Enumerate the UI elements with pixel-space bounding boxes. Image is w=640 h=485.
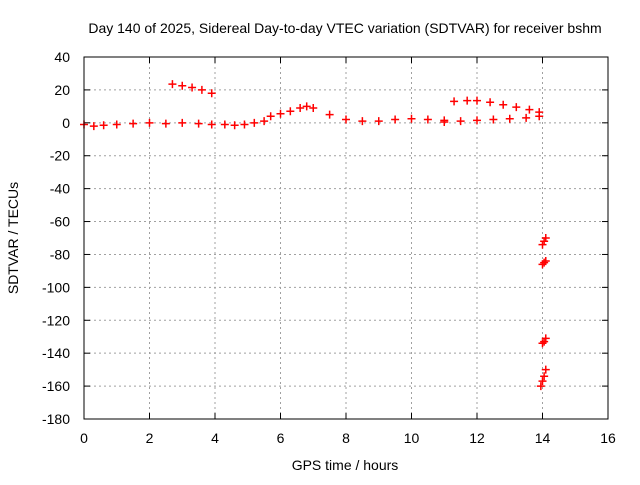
x-tick-label: 10 xyxy=(404,430,420,446)
y-tick-label: -20 xyxy=(50,148,70,164)
x-tick-label: 14 xyxy=(535,430,551,446)
data-point xyxy=(450,97,459,106)
data-point xyxy=(260,117,269,126)
data-point xyxy=(541,234,550,242)
series-arc-g xyxy=(450,96,544,117)
x-tick-label: 6 xyxy=(277,430,285,446)
data-point xyxy=(473,116,481,125)
data-point xyxy=(535,108,544,117)
data-point xyxy=(505,114,514,123)
series-arc-b xyxy=(168,80,216,98)
series-arc-d xyxy=(266,102,318,121)
data-point xyxy=(540,258,549,267)
x-tick-label: 0 xyxy=(80,430,88,446)
data-point xyxy=(250,118,259,127)
x-tick-label: 12 xyxy=(469,430,485,446)
data-point xyxy=(207,89,216,98)
data-point xyxy=(423,115,432,124)
data-point xyxy=(541,365,550,374)
data-point xyxy=(302,102,311,111)
data-point xyxy=(525,105,534,114)
data-point xyxy=(407,114,416,123)
x-tick-label: 4 xyxy=(211,430,219,446)
y-tick-label: -100 xyxy=(42,279,70,295)
data-point xyxy=(168,80,177,89)
data-point xyxy=(538,377,547,386)
data-point xyxy=(129,119,138,128)
data-point xyxy=(541,257,550,266)
data-point xyxy=(536,382,545,391)
y-tick-label: -140 xyxy=(42,345,70,361)
data-point xyxy=(540,372,549,381)
series-arc-f xyxy=(440,112,544,126)
y-tick-label: 20 xyxy=(54,82,70,98)
data-point xyxy=(188,83,197,92)
x-tick-label: 2 xyxy=(146,430,154,446)
data-point xyxy=(486,98,495,107)
y-tick-label: 0 xyxy=(62,115,70,131)
series-arc-h xyxy=(536,234,550,391)
data-point xyxy=(207,120,216,129)
data-point xyxy=(456,117,465,126)
data-point xyxy=(391,115,400,124)
x-axis-label: GPS time / hours xyxy=(292,457,399,473)
x-tick-label: 8 xyxy=(342,430,350,446)
data-point xyxy=(240,120,249,129)
data-point xyxy=(538,339,547,348)
data-point xyxy=(541,334,550,343)
data-point xyxy=(512,103,521,112)
y-tick-label: 40 xyxy=(54,49,70,65)
chart-title: Day 140 of 2025, Sidereal Day-to-day VTE… xyxy=(88,20,601,36)
axis-ticks: 0 2 4 6 8 10 12 14 16 40 20 0 -20 -40 -60 -80 -100 -120 -1… xyxy=(42,49,616,446)
data-point xyxy=(309,104,318,113)
plot-frame xyxy=(83,56,609,420)
data-point xyxy=(178,81,187,90)
data-point xyxy=(161,119,170,128)
data-point xyxy=(358,117,367,126)
data-point xyxy=(220,120,229,129)
data-point xyxy=(145,118,154,127)
data-point xyxy=(489,115,498,124)
data-point xyxy=(194,119,203,128)
data-point xyxy=(440,117,449,126)
data-point xyxy=(325,110,334,119)
series-arc-a xyxy=(80,118,216,131)
y-tick-label: -60 xyxy=(50,214,70,230)
y-tick-label: -120 xyxy=(42,312,70,328)
y-axis-label: SDTVAR / TECUs xyxy=(5,182,21,294)
data-point xyxy=(197,85,206,94)
y-tick-label: -40 xyxy=(50,181,70,197)
y-tick-label: -160 xyxy=(42,378,70,394)
y-tick-label: -80 xyxy=(50,246,70,262)
data-point xyxy=(522,113,531,122)
data-point xyxy=(112,120,121,129)
data-point xyxy=(230,121,239,130)
data-point xyxy=(473,96,481,105)
data-point xyxy=(286,107,295,116)
data-point xyxy=(276,109,285,118)
y-tick-label: -180 xyxy=(42,411,70,427)
series-arc-c xyxy=(220,117,269,130)
data-point xyxy=(178,118,187,127)
data-point xyxy=(499,100,508,109)
data-point xyxy=(89,122,98,131)
data-point xyxy=(374,117,383,126)
data-point xyxy=(266,112,275,121)
data-point xyxy=(99,121,108,130)
x-tick-label: 16 xyxy=(600,430,616,446)
data-points xyxy=(80,80,550,391)
data-point xyxy=(296,104,305,113)
data-point xyxy=(342,115,350,124)
data-point xyxy=(463,96,472,105)
